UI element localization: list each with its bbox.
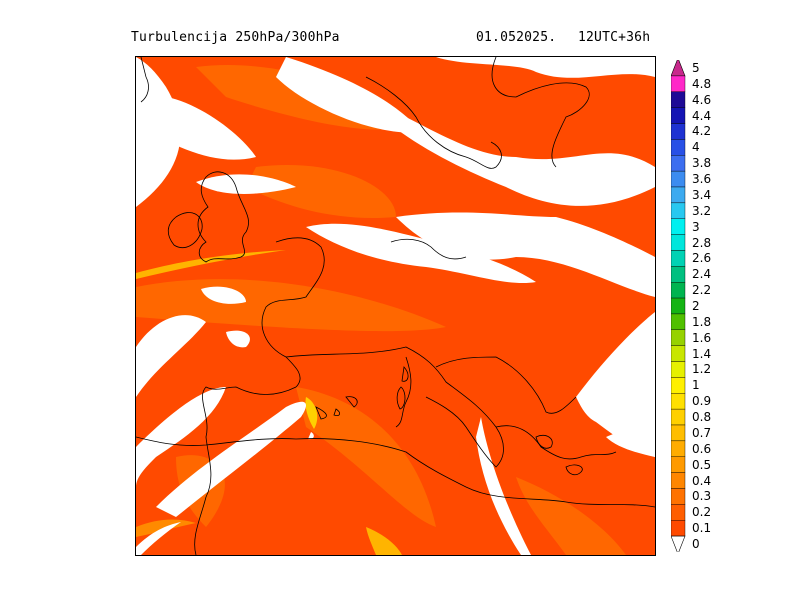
colorbar-swatch-3.6 bbox=[671, 170, 686, 188]
colorbar-swatch-0.4 bbox=[671, 472, 686, 489]
map-canvas bbox=[136, 57, 655, 555]
colorbar-swatch-1.2 bbox=[671, 361, 686, 378]
map-title: Turbulencija 250hPa/300hPa bbox=[131, 30, 340, 45]
colorbar-swatch-1.4 bbox=[671, 345, 686, 362]
colorbar-swatch-0.9 bbox=[671, 393, 686, 410]
colorbar-swatch-3.4 bbox=[671, 186, 686, 204]
colorbar-swatch-1.6 bbox=[671, 329, 686, 346]
colorbar-swatch-4 bbox=[671, 139, 686, 156]
colorbar-label: 1.6 bbox=[692, 330, 712, 345]
colorbar-swatch-0.1 bbox=[671, 520, 686, 537]
colorbar-swatch-0.2 bbox=[671, 504, 686, 521]
colorbar-swatch-4.8 bbox=[671, 75, 686, 93]
colorbar-label: 1 bbox=[692, 378, 700, 393]
colorbar-swatch-0.8 bbox=[671, 408, 686, 426]
colorbar-swatch-1 bbox=[671, 377, 686, 394]
colorbar-swatch-4.4 bbox=[671, 107, 686, 124]
colorbar-label: 2.4 bbox=[692, 267, 712, 282]
colorbar-label: 0.9 bbox=[692, 394, 712, 409]
colorbar-label: 0.3 bbox=[692, 489, 712, 504]
colorbar-label: 5 bbox=[692, 61, 700, 75]
colorbar-swatch-2 bbox=[671, 297, 686, 315]
colorbar-label: 3.8 bbox=[692, 156, 712, 171]
colorbar-label: 2.2 bbox=[692, 283, 712, 298]
colorbar-label: 0.1 bbox=[692, 521, 712, 536]
colorbar-label: 1.8 bbox=[692, 314, 712, 329]
colorbar-label: 2.6 bbox=[692, 251, 712, 266]
colorbar-label: 3.2 bbox=[692, 203, 712, 218]
colorbar bbox=[671, 60, 686, 552]
colorbar-label: 2 bbox=[692, 299, 700, 313]
colorbar-label: 4.6 bbox=[692, 92, 712, 107]
colorbar-swatch-3 bbox=[671, 218, 686, 235]
colorbar-swatch-2.6 bbox=[671, 250, 686, 267]
colorbar-swatch-5 bbox=[671, 60, 686, 77]
colorbar-swatch-1.8 bbox=[671, 313, 686, 331]
colorbar-label: 0 bbox=[692, 537, 700, 551]
colorbar-swatch-2.4 bbox=[671, 266, 686, 283]
forecast-valid-time: 12UTC+36h bbox=[578, 30, 651, 45]
colorbar-label: 4.8 bbox=[692, 76, 712, 91]
colorbar-label: 3.6 bbox=[692, 172, 712, 187]
colorbar-label: 0.6 bbox=[692, 441, 712, 456]
colorbar-swatch-0.7 bbox=[671, 424, 686, 442]
colorbar-label: 0.7 bbox=[692, 425, 712, 440]
colorbar-swatch-4.6 bbox=[671, 91, 686, 108]
colorbar-swatch-2.2 bbox=[671, 281, 686, 299]
colorbar-label: 1.4 bbox=[692, 346, 712, 361]
colorbar-label: 0.4 bbox=[692, 473, 712, 488]
colorbar-swatch-0.5 bbox=[671, 456, 686, 473]
forecast-date: 01.052025. bbox=[476, 30, 557, 45]
colorbar-swatches bbox=[671, 60, 686, 552]
colorbar-label: 3 bbox=[692, 219, 700, 234]
coastlines bbox=[136, 57, 655, 555]
colorbar-label: 4.4 bbox=[692, 108, 712, 123]
colorbar-swatch-4.2 bbox=[671, 123, 686, 140]
colorbar-label: 0.8 bbox=[692, 410, 712, 425]
turbulence-map bbox=[135, 56, 656, 556]
colorbar-label: 2.8 bbox=[692, 235, 712, 250]
colorbar-swatch-2.8 bbox=[671, 234, 686, 251]
colorbar-swatch-0.6 bbox=[671, 440, 686, 457]
colorbar-swatch-0.3 bbox=[671, 488, 686, 505]
colorbar-label: 4.2 bbox=[692, 124, 712, 139]
colorbar-label: 0.5 bbox=[692, 457, 712, 472]
colorbar-label: 4 bbox=[692, 140, 700, 155]
colorbar-label: 1.2 bbox=[692, 362, 712, 377]
colorbar-label: 0.2 bbox=[692, 505, 712, 520]
colorbar-label: 3.4 bbox=[692, 187, 712, 202]
turbulence-light-bands bbox=[136, 65, 626, 555]
colorbar-swatch-0 bbox=[671, 535, 686, 552]
colorbar-swatch-3.8 bbox=[671, 155, 686, 172]
colorbar-swatch-3.2 bbox=[671, 202, 686, 219]
